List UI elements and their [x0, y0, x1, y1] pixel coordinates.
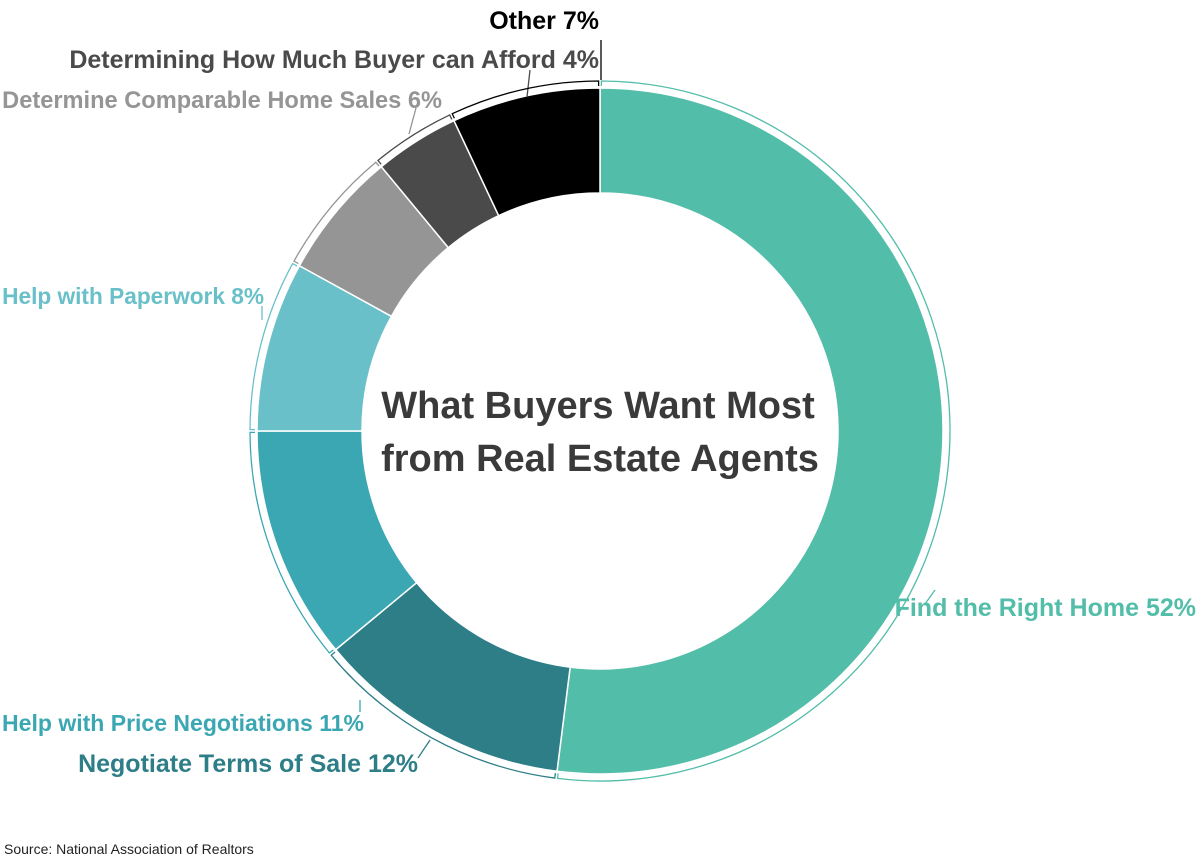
bracket-find-the-right-home [556, 80, 951, 782]
label-help-with-price-negotiations: Help with Price Negotiations 11% [2, 710, 364, 736]
label-negotiate-terms-of-sale: Negotiate Terms of Sale 12% [78, 750, 418, 778]
bracket-help-with-price-negotiations [249, 431, 334, 654]
label-other: Other 7% [489, 7, 599, 35]
leader-line-determine-comparable-home-sales [408, 107, 417, 135]
labels-layer: Find the Right Home 52% Negotiate Terms o… [2, 7, 1196, 778]
label-determining-how-much-buyer-can-afford: Determining How Much Buyer can Afford 4% [69, 46, 599, 74]
bracket-help-with-paperwork [249, 262, 298, 431]
leader-line-find-the-right-home [924, 589, 936, 605]
bracket-other [451, 80, 600, 119]
chart-title-line-2: from Real Estate Agents [381, 438, 819, 480]
label-help-with-paperwork: Help with Paperwork 8% [2, 283, 264, 309]
slice-other [452, 87, 601, 217]
chart-title-line-1: What Buyers Want Most [381, 385, 815, 427]
bracket-determining-how-much-buyer-can-afford [377, 114, 453, 165]
bracket-determine-comparable-home-sales [293, 161, 380, 265]
source-note: Source: National Association of Realtors [4, 841, 254, 857]
slices-layer [256, 87, 944, 775]
leader-line-negotiate-terms-of-sale [417, 739, 431, 759]
bracket-negotiate-terms-of-sale [330, 651, 557, 779]
brackets-layer [249, 40, 951, 782]
label-determine-comparable-home-sales: Determine Comparable Home Sales 6% [2, 88, 442, 114]
label-find-the-right-home: Find the Right Home 52% [895, 594, 1196, 622]
leader-line-determining-how-much-buyer-can-afford [526, 69, 531, 98]
slice-find-the-right-home [556, 87, 944, 775]
